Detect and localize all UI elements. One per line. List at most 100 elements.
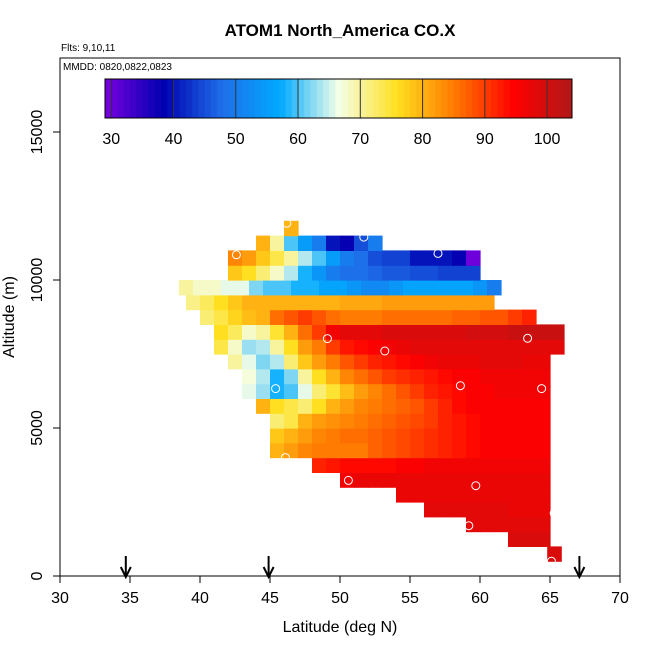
heatmap-cell: [249, 280, 264, 296]
heatmap-cell: [508, 383, 523, 399]
heatmap-cell: [242, 368, 257, 385]
heatmap-cell: [452, 294, 467, 311]
heatmap-cell: [368, 294, 383, 311]
sample-marker: [271, 384, 281, 394]
colorbar-segment: [167, 79, 174, 118]
heatmap-cell: [522, 368, 537, 385]
x-tick-label: 50: [331, 590, 349, 607]
heatmap-cell: [368, 324, 383, 340]
arrow-group: [119, 556, 586, 580]
heatmap-cell: [242, 250, 257, 266]
heatmap-cell: [494, 442, 509, 459]
heatmap-cell: [284, 265, 299, 281]
sample-marker: [455, 381, 465, 391]
heatmap-cell: [382, 413, 397, 429]
heatmap-cell: [305, 280, 320, 296]
heatmap-cell: [424, 502, 439, 518]
heatmap-cell: [298, 413, 313, 429]
heatmap-cell: [312, 442, 327, 459]
x-tick-label: 45: [261, 590, 279, 607]
heatmap-cell: [396, 339, 411, 355]
heatmap-cell: [354, 398, 369, 414]
colorbar-segment: [497, 79, 505, 118]
heatmap-cell: [508, 368, 523, 385]
colorbar-segment: [322, 79, 330, 118]
heatmap-cell: [368, 383, 383, 399]
heatmap-cell: [410, 383, 425, 399]
heatmap-cell: [508, 457, 523, 473]
heatmap-cell: [312, 250, 327, 266]
heatmap-cell: [368, 428, 383, 444]
heatmap-cell: [480, 442, 495, 459]
sample-marker: [359, 232, 369, 242]
colorbar-segment: [248, 79, 255, 118]
heatmap-cell: [354, 324, 369, 340]
heatmap-cell: [410, 398, 425, 414]
sample-marker: [464, 521, 474, 531]
colorbar-segment: [366, 79, 374, 118]
colorbar-segment: [229, 79, 237, 118]
colorbar-segment: [204, 79, 212, 118]
x-axis-label: Latitude (deg N): [283, 619, 398, 636]
heatmap-cell: [452, 309, 467, 325]
heatmap-cell: [396, 487, 411, 503]
heatmap-cell: [256, 309, 271, 325]
heatmap-cell: [368, 354, 383, 370]
heatmap-cell: [368, 309, 383, 325]
heatmap-cell: [354, 250, 369, 266]
y-axis-label: Altitude (m): [1, 276, 18, 358]
heatmap-cell: [298, 442, 313, 459]
heatmap-cell: [536, 531, 551, 547]
heatmap-cell: [284, 324, 299, 340]
heatmap-cell: [256, 368, 271, 385]
colorbar-segment: [553, 79, 561, 118]
heatmap-cell: [340, 339, 355, 355]
colorbar-segment: [403, 79, 411, 118]
heatmap-cell: [508, 442, 523, 459]
heatmap-cell: [536, 383, 551, 399]
x-tick-label: 35: [121, 590, 139, 607]
heatmap-cell: [480, 413, 495, 429]
heatmap-cell: [228, 354, 243, 370]
heatmap-cell: [480, 309, 495, 325]
heatmap-cell: [494, 487, 509, 503]
heatmap-cell: [452, 383, 467, 399]
sample-marker: [433, 248, 443, 258]
colorbar-segment: [192, 79, 199, 118]
heatmap-cell: [452, 502, 467, 518]
heatmap-cell: [228, 324, 243, 340]
heatmap-cell: [284, 354, 299, 370]
heatmap-cell: [312, 294, 327, 311]
heatmap-cell: [522, 383, 537, 399]
heatmap-cell: [522, 413, 537, 429]
heatmap-cell: [466, 324, 481, 340]
heatmap-cell: [396, 354, 411, 370]
heatmap-cell: [438, 250, 453, 266]
heatmap-cell: [522, 339, 537, 355]
heatmap-cell: [326, 368, 341, 385]
heatmap-cell: [354, 457, 369, 473]
colorbar-segment: [397, 79, 405, 118]
colorbar-segment: [217, 79, 224, 118]
colorbar-segment: [515, 79, 523, 118]
heatmap-cell: [410, 428, 425, 444]
heatmap-cell: [298, 368, 313, 385]
chart-title: ATOM1 North_America CO.X: [225, 21, 456, 40]
heatmap-cell: [431, 280, 446, 296]
arrow-head: [262, 566, 275, 580]
heatmap-cell: [326, 294, 341, 311]
heatmap-cell: [424, 368, 439, 385]
heatmap-cell: [382, 250, 397, 266]
y-axis: 0 5000 10000 15000: [29, 110, 60, 580]
heatmap-cell: [298, 235, 313, 251]
heatmap-cell: [396, 250, 411, 266]
heatmap-cell: [508, 516, 523, 533]
heatmap-cell: [410, 339, 425, 355]
colorbar-segment: [503, 79, 511, 118]
heatmap-cell: [312, 428, 327, 444]
heatmap-cell: [291, 280, 306, 296]
heatmap-cell: [466, 368, 481, 385]
colorbar-segment: [198, 79, 206, 118]
heatmap-cell: [550, 324, 565, 340]
heatmap-cell: [396, 398, 411, 414]
